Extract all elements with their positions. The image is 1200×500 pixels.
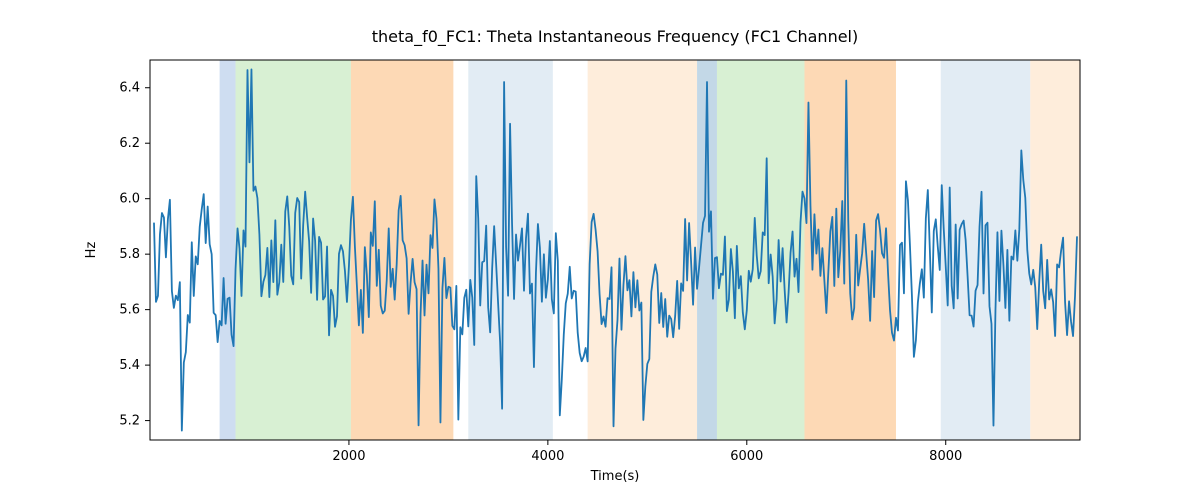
shaded-region-9 bbox=[1030, 60, 1080, 440]
x-ticks: 2000 4000 6000 8000 bbox=[332, 440, 962, 464]
y-tick-label: 6.4 bbox=[119, 81, 140, 96]
chart-title: theta_f0_FC1: Theta Instantaneous Freque… bbox=[372, 27, 858, 47]
x-tick-label: 6000 bbox=[730, 449, 763, 464]
y-tick-label: 6.0 bbox=[119, 192, 140, 207]
x-tick-label: 4000 bbox=[531, 449, 564, 464]
shaded-region-0 bbox=[220, 60, 236, 440]
x-axis-label: Time(s) bbox=[590, 469, 640, 484]
y-tick-label: 5.8 bbox=[119, 247, 140, 262]
y-tick-label: 5.4 bbox=[119, 358, 140, 373]
y-ticks: 5.2 5.4 5.6 5.8 6.0 6.2 6.4 bbox=[119, 81, 150, 429]
theta-frequency-chart: theta_f0_FC1: Theta Instantaneous Freque… bbox=[0, 0, 1200, 500]
chart-svg: theta_f0_FC1: Theta Instantaneous Freque… bbox=[0, 0, 1200, 500]
x-tick-label: 2000 bbox=[332, 449, 365, 464]
y-tick-label: 6.2 bbox=[119, 136, 140, 151]
x-tick-label: 8000 bbox=[929, 449, 962, 464]
y-axis-label: Hz bbox=[84, 242, 99, 259]
y-tick-label: 5.2 bbox=[119, 414, 140, 429]
y-tick-label: 5.6 bbox=[119, 303, 140, 318]
